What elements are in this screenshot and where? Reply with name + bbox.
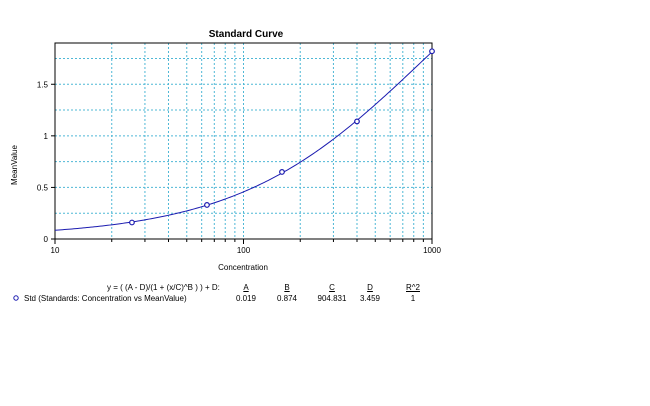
y-tick-label: 0 <box>44 235 49 244</box>
data-points <box>129 48 435 226</box>
y-axis-label: MeanValue <box>10 145 19 185</box>
x-tick-label: 10 <box>51 246 60 255</box>
chart-title: Standard Curve <box>209 29 284 40</box>
y-tick-label: 1.5 <box>37 80 49 89</box>
x-tick-label: 100 <box>237 246 251 255</box>
grid-lines <box>55 43 432 239</box>
x-tick-label: 1000 <box>423 246 441 255</box>
y-tick-label: 1 <box>44 132 49 141</box>
y-tick-label: 0.5 <box>37 183 49 192</box>
y-axis-ticks: 0 0.5 1 1.5 <box>37 80 55 244</box>
x-axis-label: Concentration <box>218 263 268 272</box>
data-point <box>354 118 360 125</box>
fit-curve <box>54 51 433 231</box>
legend-marker <box>13 295 19 301</box>
data-point <box>129 219 135 226</box>
data-point <box>204 202 210 208</box>
x-axis-ticks: 10 100 1000 <box>51 239 441 255</box>
data-point <box>279 169 285 175</box>
data-point <box>429 48 435 55</box>
